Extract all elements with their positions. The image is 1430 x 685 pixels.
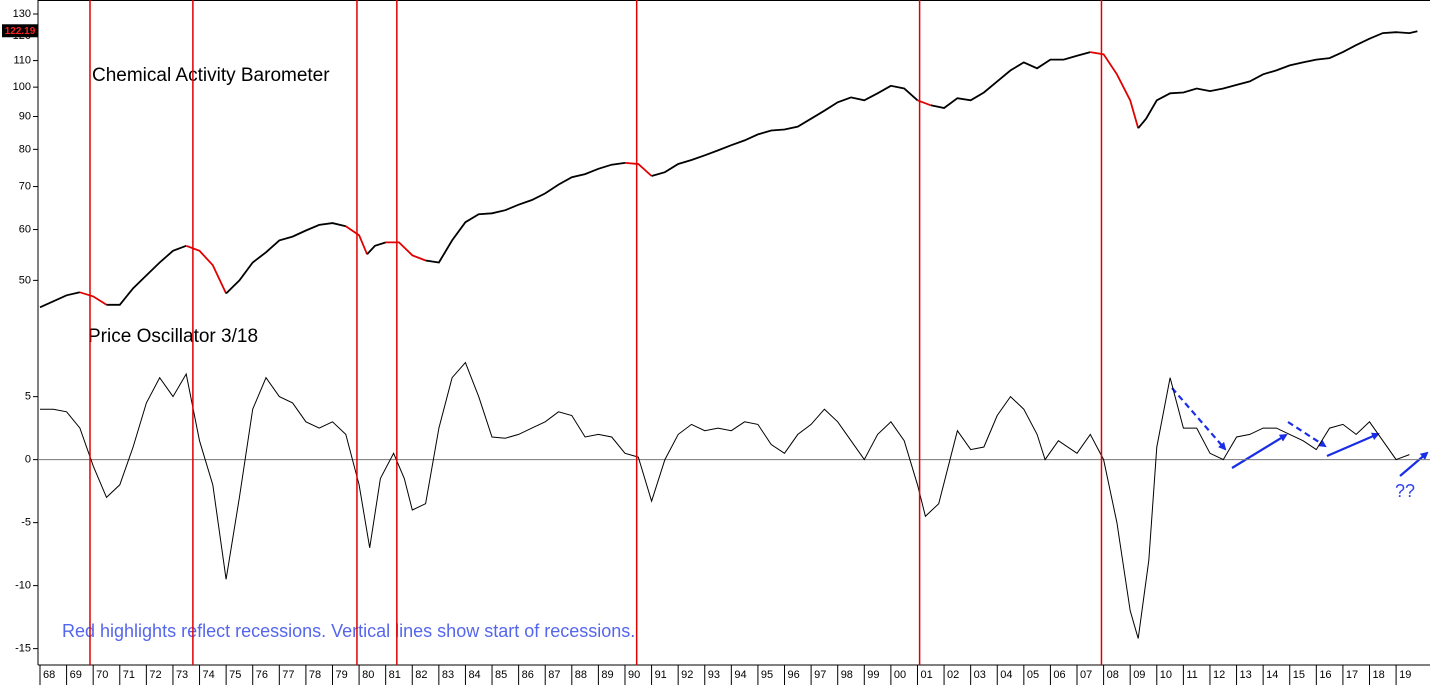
bottom-title: Price Oscillator 3/18 [88,326,258,347]
x-tick-label: 77 [282,669,294,681]
x-tick-label: 94 [734,669,746,681]
x-tick-label: 76 [256,669,268,681]
question-mark: ?? [1395,481,1415,501]
x-tick-label: 04 [1000,669,1012,681]
x-tick-label: 95 [761,669,773,681]
x-tick-label: 78 [309,669,321,681]
x-tick-label: 02 [947,669,959,681]
recession-line [624,162,653,177]
x-tick-label: 11 [1186,669,1197,681]
data-line [225,222,347,295]
x-tick-label: 97 [814,669,826,681]
arrow [1399,451,1429,477]
x-tick-label: 82 [415,669,427,681]
x-tick-label: 03 [974,669,986,681]
y-tick-label: 90 [19,110,31,122]
arrow [1171,387,1227,451]
x-tick-label: 12 [1213,669,1225,681]
x-tick-label: 90 [628,669,640,681]
data-line [1137,30,1418,129]
x-tick-label: 68 [43,669,55,681]
x-tick-label: 05 [1027,669,1039,681]
x-tick-label: 18 [1373,669,1385,681]
recession-line [79,291,107,306]
data-line [366,241,386,255]
x-tick-label: 07 [1080,669,1092,681]
arrow [1231,433,1288,469]
x-tick-label: 10 [1160,669,1172,681]
y-tick-label: 110 [13,54,31,66]
x-tick-label: 72 [149,669,161,681]
x-tick-label: 00 [894,669,906,681]
x-tick-label: 14 [1266,669,1278,681]
x-tick-label: 79 [335,669,347,681]
x-tick-label: 17 [1346,669,1358,681]
y-tick-label: -15 [15,643,31,655]
x-tick-label: 06 [1053,669,1065,681]
x-tick-label: 84 [468,669,480,681]
y-tick-label: -10 [15,580,31,592]
last-value-label: 122.19 [5,26,36,37]
data-line [40,361,1410,639]
x-tick-label: 86 [522,669,534,681]
top-title: Chemical Activity Barometer [92,65,330,86]
x-tick-label: 96 [788,669,800,681]
data-line [930,51,1091,109]
x-tick-label: 85 [495,669,507,681]
x-tick-label: 91 [655,669,667,681]
annotation: Red highlights reflect recessions. Verti… [62,621,635,641]
x-tick-label: 15 [1293,669,1305,681]
y-tick-label: 0 [25,454,31,466]
x-tick-label: 69 [70,669,82,681]
x-tick-label: 98 [841,669,853,681]
x-tick-label: 89 [601,669,613,681]
recession-line [1090,51,1140,129]
x-tick-label: 16 [1319,669,1331,681]
x-tick-label: 83 [442,669,454,681]
x-tick-label: 08 [1107,669,1119,681]
x-tick-label: 09 [1133,669,1145,681]
recession-line [385,241,426,262]
data-line [651,84,919,177]
x-tick-label: 93 [708,669,720,681]
last-value-badge [2,24,38,38]
x-tick-label: 73 [176,669,188,681]
x-tick-label: 13 [1240,669,1252,681]
x-tick-label: 70 [96,669,108,681]
y-tick-label: 60 [19,223,31,235]
x-tick-label: 01 [920,669,932,681]
data-line [39,291,81,309]
data-line [425,162,626,264]
x-tick-label: 80 [362,669,374,681]
y-tick-label: 5 [25,391,31,403]
y-tick-label: 130 [13,8,31,20]
x-tick-label: 81 [389,669,401,681]
y-tick-label: 70 [19,180,31,192]
y-tick-label: 100 [13,81,31,93]
x-tick-label: 71 [123,669,135,681]
data-line [106,244,187,306]
y-tick-label: 80 [19,143,31,155]
arrow [1287,421,1327,448]
arrows [1171,387,1429,477]
x-tick-label: 74 [203,669,215,681]
x-tick-label: 92 [681,669,693,681]
x-tick-label: 99 [867,669,879,681]
x-tick-label: 87 [548,669,560,681]
x-tick-label: 88 [575,669,587,681]
x-tick-label: 19 [1399,669,1411,681]
x-tick-label: 75 [229,669,241,681]
y-tick-label: 50 [19,274,31,286]
arrow [1326,432,1380,458]
y-tick-label: -5 [21,517,31,529]
recession-line [345,225,368,255]
